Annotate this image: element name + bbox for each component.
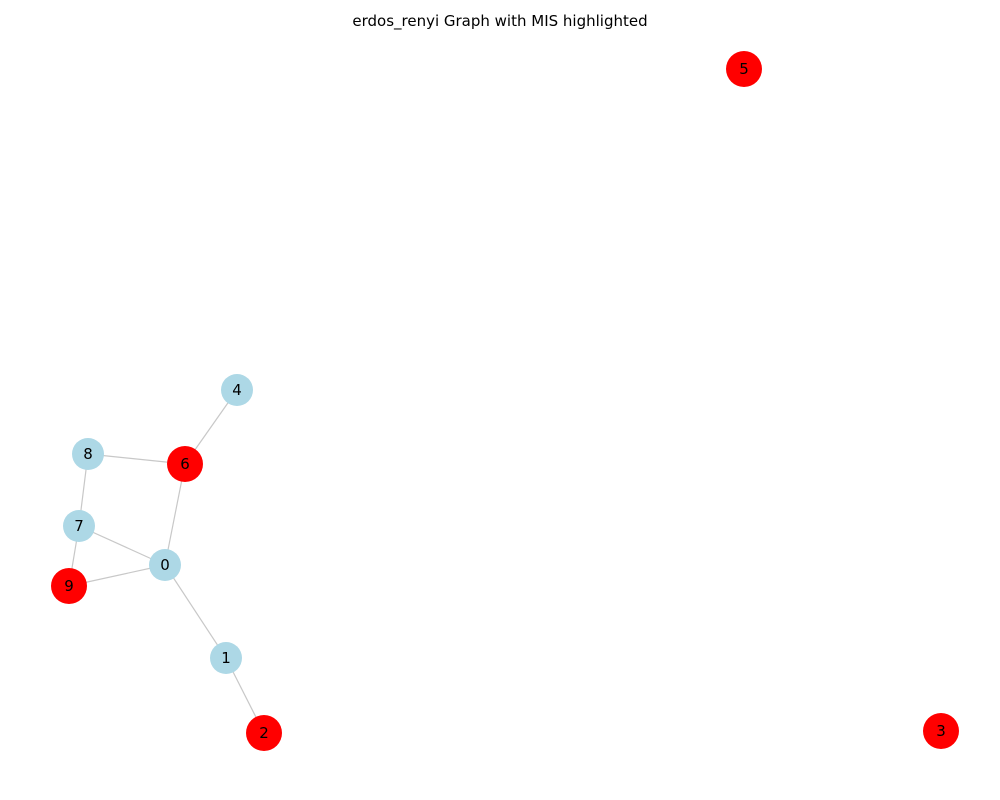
node-9-label: 9 [64,577,74,595]
node-7: 7 [63,510,95,542]
node-2-circle [246,715,282,751]
node-8-circle [72,438,104,470]
node-2-label: 2 [259,724,269,742]
node-0-label: 0 [160,556,170,574]
node-4: 4 [221,374,253,406]
node-5-label: 5 [739,60,749,78]
node-5: 5 [726,51,762,87]
node-0-circle [149,549,181,581]
node-1-label: 1 [221,649,231,667]
node-3-label: 3 [936,722,946,740]
node-7-circle [63,510,95,542]
node-5-circle [726,51,762,87]
node-6-circle [167,446,203,482]
node-3: 3 [923,713,959,749]
node-4-circle [221,374,253,406]
node-layer: 0 1 2 3 4 5 6 7 8 9 [51,51,959,751]
node-0: 0 [149,549,181,581]
node-6: 6 [167,446,203,482]
node-7-label: 7 [74,517,84,535]
node-2: 2 [246,715,282,751]
node-8: 8 [72,438,104,470]
edge-0-1 [164,564,227,659]
node-9-circle [51,568,87,604]
node-1: 1 [210,642,242,674]
node-9: 9 [51,568,87,604]
node-4-label: 4 [232,381,242,399]
node-6-label: 6 [180,455,190,473]
node-8-label: 8 [83,445,93,463]
graph-title: erdos_renyi Graph with MIS highlighted [352,12,648,30]
node-3-circle [923,713,959,749]
node-1-circle [210,642,242,674]
